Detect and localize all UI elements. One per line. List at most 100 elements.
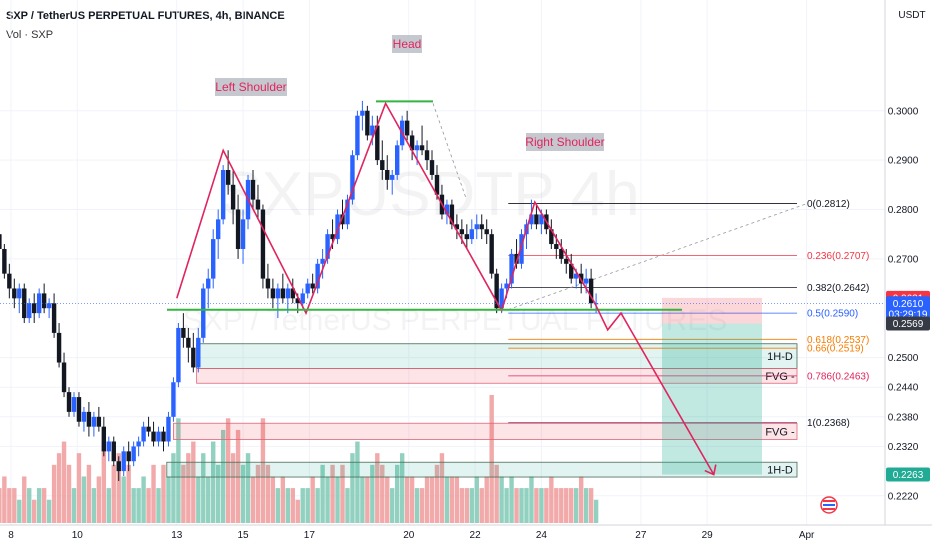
volume-bar xyxy=(514,488,519,523)
candle-body xyxy=(494,273,499,309)
fib-label: 0.236(0.2707) xyxy=(807,251,869,262)
candle-body xyxy=(0,234,2,249)
volume-bar xyxy=(295,499,300,523)
candle-body xyxy=(215,219,221,240)
zone-label: 1H-D xyxy=(767,351,793,363)
candle-body xyxy=(469,229,474,240)
candle-body xyxy=(181,327,186,338)
volume-bar xyxy=(534,488,539,523)
volume-bar xyxy=(136,488,141,523)
candle-body xyxy=(225,170,231,185)
volume-bar xyxy=(464,488,470,523)
candle-body xyxy=(380,160,385,170)
pattern-label-bg xyxy=(392,35,422,53)
candle-body xyxy=(295,298,300,304)
candle-body xyxy=(176,327,181,383)
volume-bar xyxy=(499,476,504,523)
candle-body xyxy=(479,224,484,230)
volume-bar xyxy=(554,488,559,523)
volume-bar xyxy=(449,476,455,523)
volume-bar xyxy=(265,464,271,523)
candle-body xyxy=(156,431,161,442)
candle-body xyxy=(290,288,295,299)
candle-body xyxy=(211,239,216,279)
zone-box xyxy=(166,461,798,478)
candle-body xyxy=(559,248,564,259)
volume-bar xyxy=(320,464,325,523)
candle-body xyxy=(310,283,315,289)
candle-body xyxy=(201,288,206,338)
volume-bar xyxy=(300,488,305,523)
volume-bar xyxy=(131,488,136,523)
candle-body xyxy=(365,110,370,136)
price-tick-label: 0.2700 xyxy=(888,254,919,265)
volume-bar xyxy=(424,476,430,523)
candle-body xyxy=(419,145,425,151)
volume-bar xyxy=(345,488,350,523)
candle-body xyxy=(554,244,559,249)
volume-indicator-label[interactable]: Vol · SXP xyxy=(6,29,54,41)
candle-body xyxy=(191,347,196,368)
price-axis-unit: USDT xyxy=(898,10,925,21)
volume-bar xyxy=(439,453,445,523)
volume-bar xyxy=(186,453,191,523)
volume-bar xyxy=(479,488,484,523)
price-tick-label: 0.2440 xyxy=(888,383,919,394)
volume-bar xyxy=(454,476,460,523)
volume-bar xyxy=(330,464,335,523)
candle-body xyxy=(300,293,305,304)
volume-bar xyxy=(41,488,47,523)
candle-body xyxy=(409,135,415,151)
candle-body xyxy=(255,199,261,210)
volume-bar xyxy=(101,441,107,523)
candle-body xyxy=(434,174,440,195)
candle-body xyxy=(206,278,211,289)
candle-body xyxy=(375,125,380,161)
time-tick-label: 29 xyxy=(702,530,714,541)
candle-body xyxy=(504,283,509,289)
zone-box xyxy=(173,422,798,440)
volume-bar xyxy=(27,488,32,523)
candle-body xyxy=(141,426,146,442)
price-badge xyxy=(886,296,930,321)
volume-bar xyxy=(409,476,415,523)
volume-bar xyxy=(86,464,92,523)
candle-body xyxy=(390,174,395,180)
candle-body xyxy=(385,170,390,180)
short-position-tool xyxy=(662,297,762,475)
volume-bar xyxy=(32,499,37,523)
candle-body xyxy=(275,288,281,299)
volume-bar xyxy=(559,488,564,523)
candle-body xyxy=(2,248,7,274)
volume-bar xyxy=(593,499,599,523)
candle-body xyxy=(146,426,151,432)
candle-body xyxy=(514,253,519,264)
zone-label: 1H-D xyxy=(767,465,793,477)
candle-body xyxy=(41,293,47,309)
volume-bar xyxy=(315,488,320,523)
price-tick-label: 0.2900 xyxy=(888,156,919,167)
volume-bar xyxy=(2,476,7,523)
candle-body xyxy=(116,461,121,472)
time-tick-label: 17 xyxy=(304,530,316,541)
volume-bar xyxy=(394,464,400,523)
volume-bar xyxy=(121,476,126,523)
flag-icon[interactable] xyxy=(820,496,838,514)
volume-bar xyxy=(484,476,489,523)
price-zones: 1H-D FVG - FVG - 1H-D xyxy=(166,343,798,478)
time-tick-label: 27 xyxy=(635,530,647,541)
volume-bar xyxy=(489,395,494,523)
candle-body xyxy=(250,179,256,200)
volume-bar xyxy=(176,418,181,523)
volume-bar xyxy=(96,476,102,523)
price-badge xyxy=(886,467,930,482)
volume-bar xyxy=(519,488,524,523)
candle-body xyxy=(345,199,350,225)
candle-body xyxy=(459,229,465,235)
candle-body xyxy=(66,392,72,412)
pattern-label-bg xyxy=(215,78,287,96)
volume-bar xyxy=(22,476,27,523)
volume-bar xyxy=(46,499,52,523)
candle-body xyxy=(355,115,360,156)
